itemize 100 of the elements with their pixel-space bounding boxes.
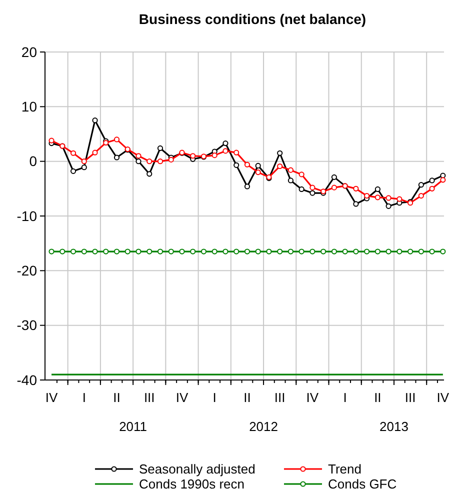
point: [429, 186, 435, 192]
point: [244, 162, 250, 168]
point: [234, 248, 240, 254]
point: [146, 158, 152, 164]
point: [200, 248, 207, 254]
point: [234, 162, 240, 168]
legend-label: Conds GFC: [328, 476, 397, 492]
point: [70, 168, 76, 174]
legend-label: Trend: [328, 462, 362, 477]
point: [146, 171, 152, 177]
point: [212, 152, 218, 158]
chart-title: Business conditions (net balance): [138, 11, 366, 27]
point: [81, 248, 87, 254]
y-tick-label: -10: [16, 208, 38, 224]
point: [244, 248, 250, 254]
point: [124, 248, 130, 254]
point: [234, 150, 240, 156]
point: [429, 248, 435, 254]
point: [374, 186, 380, 192]
point: [157, 248, 164, 254]
point: [298, 186, 304, 192]
point: [331, 174, 337, 180]
x-tick-label: I: [82, 390, 86, 405]
point: [48, 138, 54, 144]
point: [310, 190, 316, 196]
point: [60, 248, 66, 254]
y-tick-label: 20: [21, 44, 38, 60]
point: [92, 118, 98, 124]
point: [407, 248, 414, 254]
y-tick-label: 10: [21, 98, 38, 115]
point: [353, 201, 359, 207]
point: [374, 248, 380, 254]
point: [396, 248, 402, 254]
point: [222, 140, 228, 146]
point: [255, 162, 261, 169]
point: [353, 186, 359, 192]
point: [331, 184, 337, 190]
x-tick-label: IV: [306, 390, 319, 405]
point: [386, 248, 392, 254]
legend-label: Conds 1990s recn: [139, 476, 245, 492]
point: [386, 195, 392, 201]
point: [146, 248, 152, 254]
y-tick-label: -20: [16, 262, 38, 279]
point: [320, 248, 326, 254]
point: [48, 248, 54, 254]
point: [396, 196, 402, 202]
point: [288, 178, 294, 184]
point: [81, 164, 87, 170]
point: [418, 192, 424, 199]
point: [190, 248, 196, 254]
point: [244, 184, 250, 190]
point: [331, 248, 337, 254]
point: [190, 153, 196, 159]
point: [310, 184, 316, 190]
y-tick-label: -40: [16, 372, 38, 388]
x-tick-label: IV: [45, 390, 58, 405]
point: [70, 150, 76, 156]
point: [353, 248, 359, 254]
x-tick-label: III: [144, 390, 155, 405]
point: [277, 163, 283, 170]
legend-label: Seasonally adjusted: [139, 462, 256, 477]
y-tick-label: 0: [29, 153, 38, 170]
point: [418, 182, 424, 188]
point: [298, 172, 304, 178]
text: 2012: [249, 419, 278, 434]
point: [277, 150, 283, 156]
text: 2011: [119, 419, 148, 434]
x-tick-label: IV: [176, 390, 188, 405]
point: [277, 248, 283, 254]
point: [310, 248, 316, 254]
point: [418, 248, 424, 254]
x-tick-label: I: [212, 390, 216, 405]
point: [440, 177, 446, 183]
x-tick-label: IV: [436, 390, 450, 405]
point: [298, 248, 304, 254]
point: [255, 169, 261, 176]
x-tick-label: II: [374, 390, 382, 405]
point: [255, 248, 261, 254]
point: [157, 158, 164, 164]
x-tick-label: III: [274, 390, 286, 405]
point: [266, 248, 272, 254]
point: [136, 158, 142, 164]
point: [114, 248, 120, 254]
point: [114, 154, 120, 160]
point: [364, 192, 370, 199]
point: [222, 248, 228, 254]
point: [136, 248, 142, 254]
x-tick-label: I: [343, 390, 347, 405]
point: [92, 150, 98, 156]
point: [92, 248, 98, 254]
point: [342, 248, 348, 254]
point: [157, 145, 164, 152]
point: [288, 167, 294, 173]
x-tick-label: II: [244, 390, 251, 405]
point: [288, 248, 294, 254]
point: [114, 136, 120, 142]
point: [70, 248, 76, 254]
point: [374, 194, 380, 200]
x-tick-label: II: [113, 390, 120, 405]
point: [364, 248, 370, 254]
